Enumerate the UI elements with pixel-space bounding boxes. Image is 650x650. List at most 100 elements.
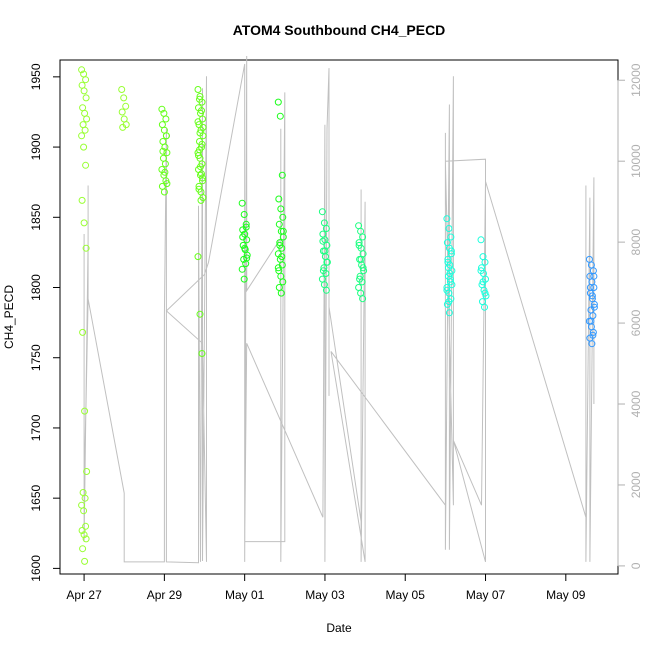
data-point	[162, 132, 170, 140]
data-point	[276, 112, 284, 120]
data-point	[446, 275, 454, 283]
data-point	[275, 284, 283, 291]
data-point	[319, 267, 327, 275]
data-point	[444, 264, 452, 272]
data-point	[590, 272, 598, 280]
data-point	[160, 188, 168, 196]
x-tick-label: May 09	[546, 588, 586, 602]
data-point	[447, 250, 455, 258]
data-point	[239, 233, 247, 241]
data-point	[274, 264, 282, 272]
x-tick-label: May 07	[466, 588, 506, 602]
x-tick-label: Apr 29	[147, 588, 183, 602]
data-point	[79, 545, 87, 553]
y-tick-label: 1750	[29, 344, 43, 371]
data-point	[82, 161, 90, 169]
data-point	[196, 146, 203, 154]
data-point	[83, 115, 91, 123]
y2-tick-label: 2000	[629, 471, 643, 498]
data-point	[589, 331, 597, 339]
data-point	[83, 468, 91, 475]
data-point	[479, 298, 486, 306]
data-point	[357, 255, 365, 263]
data-point	[238, 265, 246, 273]
data-point	[78, 66, 86, 74]
x-tick-label: May 05	[386, 588, 426, 602]
data-point	[590, 303, 598, 311]
data-point	[199, 174, 206, 182]
y2-tick-label: 6000	[629, 309, 643, 336]
data-point	[81, 494, 89, 502]
data-point	[275, 195, 283, 203]
data-point	[443, 286, 451, 294]
scatter-points-layer	[78, 66, 598, 565]
data-point	[79, 121, 87, 129]
data-point	[195, 185, 203, 193]
data-point	[481, 289, 489, 297]
data-point	[194, 253, 202, 261]
data-point	[159, 147, 167, 155]
data-point	[447, 233, 455, 241]
data-point	[198, 140, 206, 148]
data-point	[242, 220, 250, 228]
data-point	[80, 87, 88, 95]
data-point	[82, 76, 90, 84]
chart-title: ATOM4 Southbound CH4_PECD	[233, 22, 446, 38]
data-point	[196, 95, 203, 103]
data-point	[78, 196, 86, 204]
data-point	[275, 220, 283, 228]
data-point	[79, 104, 87, 112]
data-point	[158, 105, 166, 113]
data-point	[477, 267, 485, 275]
data-point	[198, 350, 206, 357]
data-point	[80, 507, 88, 515]
y-tick-label: 1800	[29, 274, 43, 301]
x-axis-label: Date	[326, 621, 352, 635]
data-point	[481, 258, 489, 266]
data-point	[481, 303, 488, 311]
data-point	[118, 86, 126, 93]
data-point	[319, 237, 327, 245]
data-point	[279, 278, 287, 286]
data-point	[321, 247, 329, 255]
y-tick-label: 1650	[29, 484, 43, 511]
data-point	[279, 227, 287, 235]
data-point	[479, 278, 487, 286]
data-point	[159, 138, 167, 145]
data-point	[78, 81, 86, 89]
data-point	[161, 168, 169, 176]
data-point	[163, 180, 171, 188]
data-point	[194, 118, 202, 126]
data-point	[322, 225, 330, 232]
data-point	[359, 264, 367, 272]
data-point	[199, 177, 206, 185]
data-point	[355, 241, 363, 249]
secondary-line-layer	[83, 55, 595, 564]
data-point	[81, 557, 89, 565]
data-point	[79, 328, 87, 336]
data-point	[163, 149, 171, 157]
data-point	[198, 107, 205, 115]
plot-frame	[59, 59, 619, 575]
data-point	[80, 531, 88, 539]
data-point	[81, 109, 89, 117]
data-point	[277, 289, 285, 297]
data-point	[359, 233, 367, 241]
data-point	[80, 143, 88, 151]
data-point	[78, 527, 86, 534]
data-point	[120, 115, 128, 123]
x-axis: Apr 27 Apr 29 May 01 May 03 May 05 May 07 May …	[66, 573, 586, 602]
data-point	[241, 244, 249, 252]
y-tick-label: 1950	[29, 63, 43, 90]
secondary-series-line	[83, 55, 595, 564]
data-point	[587, 317, 595, 325]
data-point	[82, 535, 90, 543]
data-point	[443, 215, 451, 223]
data-point	[445, 298, 453, 306]
y-tick-label: 1850	[29, 204, 43, 231]
data-point	[274, 98, 282, 106]
y-tick-label: 1700	[29, 414, 43, 441]
data-point	[590, 284, 598, 291]
data-point	[158, 121, 166, 129]
